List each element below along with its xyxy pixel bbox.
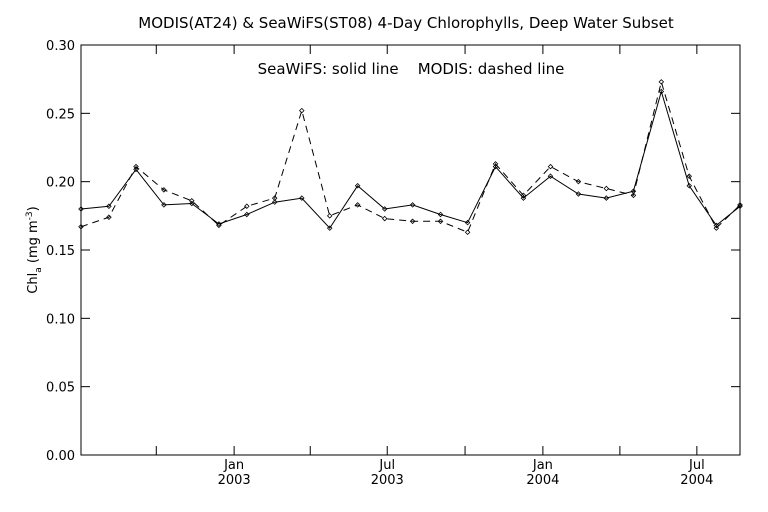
data-point-dashed: [244, 203, 250, 210]
data-point-dashed: [299, 107, 305, 114]
data-point-dashed: [464, 229, 471, 235]
data-point-dashed: [575, 178, 582, 185]
data-point-solid: [78, 206, 84, 212]
x-tick-label-year: 2004: [526, 473, 559, 488]
y-tick-label: 0.05: [46, 381, 75, 396]
data-point-dashed: [737, 202, 743, 208]
y-tick-label: 0.30: [46, 39, 75, 54]
x-tick-label-month: Jan: [223, 458, 244, 473]
y-label-exponent: -3: [25, 211, 35, 220]
y-tick-label: 0.25: [46, 107, 75, 122]
data-point-dashed: [547, 163, 554, 170]
x-tick-label-month: Jul: [688, 458, 705, 473]
data-point-dashed: [713, 225, 720, 231]
legend-text: SeaWiFS: solid line MODIS: dashed line: [258, 60, 565, 78]
data-point-dashed: [78, 224, 84, 230]
y-label-units: (mg m: [26, 220, 41, 267]
series-layer: [78, 79, 743, 235]
data-point-solid: [326, 225, 333, 231]
data-point-solid: [244, 211, 250, 218]
data-point-dashed: [492, 161, 499, 167]
y-tick-label: 0.10: [46, 312, 75, 327]
y-tick-label: 0.15: [46, 244, 75, 259]
data-point-dashed: [603, 185, 610, 192]
y-label-subscript: a: [34, 267, 44, 273]
data-point-solid: [161, 202, 167, 208]
chart-title: MODIS(AT24) & SeaWiFS(ST08) 4-Day Chloro…: [138, 14, 674, 32]
data-point-dashed: [326, 213, 333, 219]
data-point-dashed: [381, 215, 388, 222]
data-point-solid: [409, 202, 416, 208]
data-point-solid: [189, 200, 195, 207]
data-point-dashed: [354, 202, 361, 208]
y-tick-label: 0.00: [46, 449, 75, 464]
y-label-main: Chl: [26, 273, 41, 294]
x-tick-label-year: 2003: [371, 473, 404, 488]
data-point-solid: [603, 195, 610, 201]
data-point-dashed: [630, 192, 637, 199]
plot-frame: [80, 44, 741, 456]
data-point-solid: [216, 221, 222, 227]
data-point-dashed: [161, 187, 167, 193]
y-tick-label: 0.20: [46, 176, 75, 191]
data-point-solid: [437, 211, 444, 218]
data-point-solid: [575, 191, 582, 197]
data-point-dashed: [189, 198, 195, 204]
data-point-dashed: [216, 222, 222, 229]
data-point-dashed: [686, 173, 693, 179]
data-point-solid: [658, 88, 665, 95]
data-point-solid: [547, 173, 554, 179]
data-point-solid: [106, 203, 112, 210]
data-point-solid: [271, 199, 278, 205]
data-point-dashed: [520, 192, 527, 199]
data-point-dashed: [133, 163, 139, 170]
series-line-dashed: [80, 79, 741, 233]
data-point-dashed: [271, 195, 278, 201]
y-label-close: ): [26, 206, 41, 211]
y-axis-label: Chla (mg m-3): [25, 206, 44, 293]
data-point-solid: [464, 219, 471, 226]
x-tick-label-month: Jul: [378, 458, 395, 473]
data-point-dashed: [106, 214, 112, 220]
y-axis: 0.00 0.05 0.10 0.15 0.20 0.25 0.30: [46, 39, 740, 464]
x-tick-label-month: Jan: [532, 458, 553, 473]
x-tick-label-year: 2003: [218, 473, 251, 488]
data-point-solid: [381, 206, 388, 212]
data-point-solid: [686, 183, 693, 189]
data-point-dashed: [658, 79, 665, 85]
data-point-solid: [520, 195, 527, 201]
data-point-solid: [354, 183, 361, 189]
x-tick-label-year: 2004: [680, 473, 713, 488]
series-line-solid: [80, 89, 741, 229]
data-point-dashed: [409, 218, 416, 225]
data-point-solid: [299, 195, 305, 201]
data-point-dashed: [437, 218, 444, 225]
